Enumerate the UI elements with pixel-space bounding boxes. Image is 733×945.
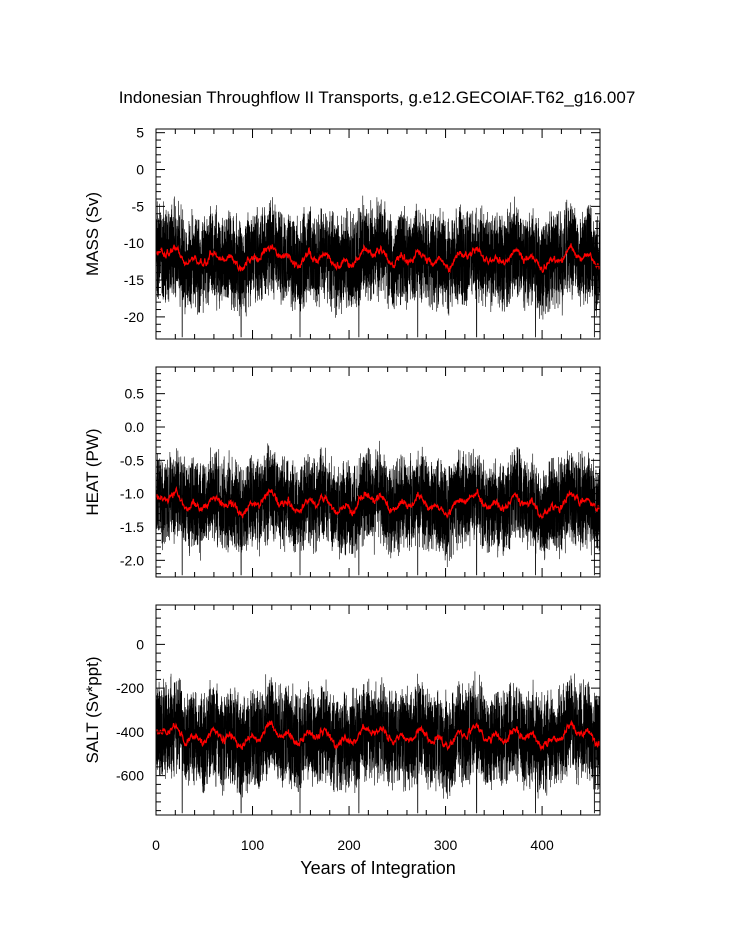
ylabel-salt: SALT (Sv*ppt) [83,656,102,763]
plot-frame [155,604,601,816]
series-raw-line [155,671,601,814]
plot-frame [155,128,601,340]
x-tick-label: 100 [241,837,265,853]
y-tick-label: 0.0 [125,419,145,435]
x-tick-label: 400 [530,837,554,853]
panel-mass: 5 0 -5 -10 -15 -20 MASS (Sv) [83,125,601,340]
panel-heat: 0.5 0.0 -0.5 -1.0 -1.5 -2.0 HEAT (PW) [83,366,601,578]
x-tick-labels: 0 100 200 300 400 [152,837,554,853]
y-tick-label: -1.0 [120,486,144,502]
y-tick-label: -600 [116,768,144,784]
y-tick-label: -15 [124,272,144,288]
x-tick-label: 300 [434,837,458,853]
y-tick-label: -1.5 [120,519,144,535]
x-tick-label: 200 [337,837,361,853]
ylabel-heat: HEAT (PW) [83,428,102,515]
y-tick-label: 0 [136,162,144,178]
y-tick-label: -20 [124,309,144,325]
series-raw-line [155,195,601,338]
y-tick-label: -2.0 [120,552,144,568]
y-tick-label: -10 [124,235,144,251]
series-raw-line [155,440,601,576]
y-tick-label: -200 [116,680,144,696]
series-smoothed-line [155,243,601,274]
y-tick-label: -400 [116,724,144,740]
y-tick-label: 0.5 [125,386,145,402]
x-axis-label: Years of Integration [300,858,455,878]
series-smoothed-line [155,719,601,752]
y-tick-label: 5 [136,125,144,141]
y-tick-label: -0.5 [120,452,144,468]
chart-title: Indonesian Throughflow II Transports, g.… [119,88,636,107]
plot-frame [155,366,601,578]
panel-salt: 0 -200 -400 -600 SALT (Sv*ppt) [83,604,601,816]
ylabel-mass: MASS (Sv) [83,192,102,276]
x-tick-label: 0 [152,837,160,853]
y-tick-label: 0 [136,636,144,652]
series-smoothed-line [155,485,601,520]
y-tick-label: -5 [132,198,145,214]
